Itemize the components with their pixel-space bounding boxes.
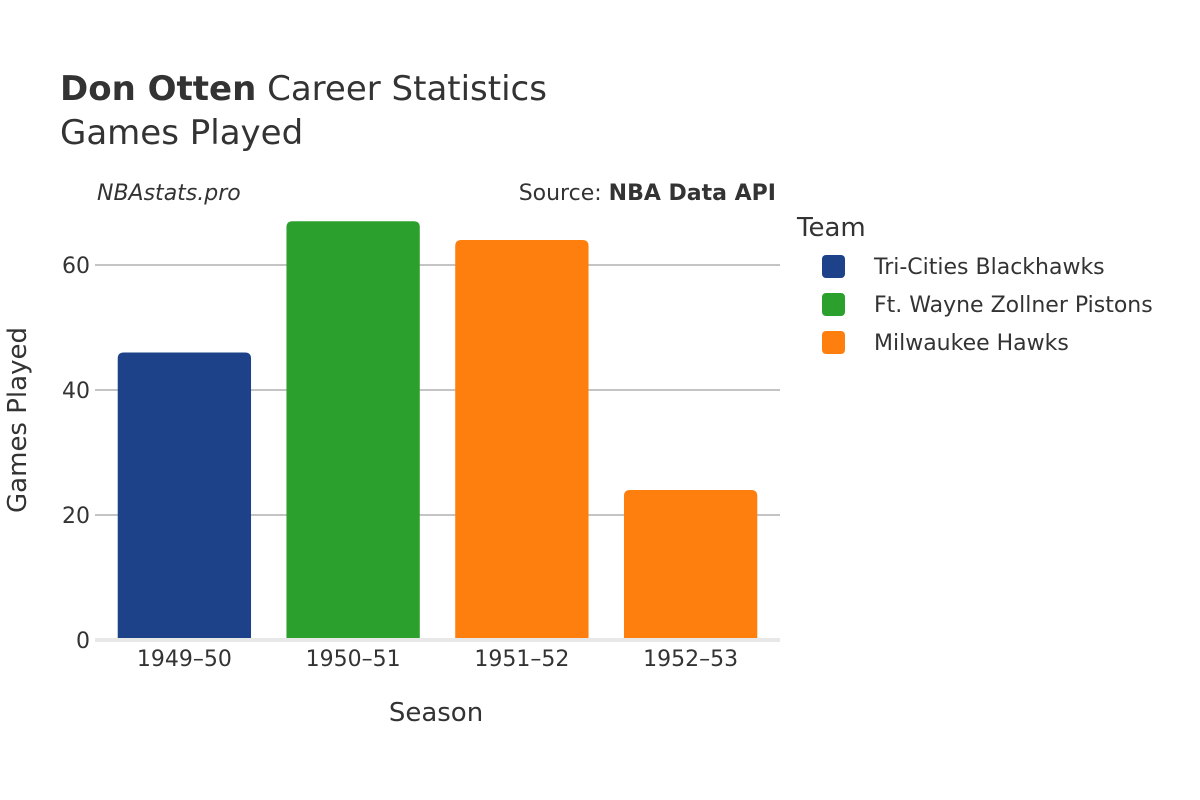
- legend: Tri-Cities Blackhawks Ft. Wayne Zollner P…: [822, 255, 1153, 356]
- bar-1952–53[interactable]: [623, 490, 758, 640]
- chart-title-player: Don Otten: [60, 69, 256, 109]
- y-tick-labels: 0 20 40 60: [62, 254, 90, 654]
- legend-title: Team: [796, 213, 866, 243]
- bar-1950–51[interactable]: [286, 221, 420, 640]
- y-axis-title: Games Played: [3, 327, 33, 513]
- bars: [117, 221, 758, 641]
- source-prefix: Source:: [519, 181, 609, 206]
- y-tick-label: 0: [76, 629, 90, 654]
- chart-subtitle: Games Played: [60, 113, 303, 153]
- x-tick-labels: 1949–50 1950–51 1951–52 1952–53: [137, 647, 738, 672]
- x-tick-label: 1951–52: [474, 647, 569, 672]
- source-credit: Source: NBA Data API: [519, 181, 776, 206]
- site-credit: NBAstats.pro: [97, 181, 241, 206]
- chart-title-rest: Career Statistics: [256, 69, 547, 109]
- x-tick-label: 1950–51: [306, 647, 401, 672]
- legend-swatch: [822, 293, 845, 316]
- chart-title: Don Otten Career Statistics: [60, 69, 547, 109]
- y-tick-label: 20: [62, 504, 90, 529]
- legend-swatch: [822, 255, 845, 278]
- source-name: NBA Data API: [609, 181, 776, 206]
- x-tick-label: 1949–50: [137, 647, 232, 672]
- bar-1949–50[interactable]: [117, 352, 252, 641]
- legend-label: Tri-Cities Blackhawks: [873, 255, 1105, 280]
- x-axis-title: Season: [389, 698, 483, 728]
- y-tick-label: 60: [62, 254, 90, 279]
- legend-label: Ft. Wayne Zollner Pistons: [874, 293, 1153, 318]
- y-tick-label: 40: [62, 379, 90, 404]
- x-tick-label: 1952–53: [643, 647, 738, 672]
- bar-1951–52[interactable]: [455, 240, 589, 640]
- legend-swatch: [822, 331, 845, 354]
- legend-label: Milwaukee Hawks: [874, 331, 1069, 356]
